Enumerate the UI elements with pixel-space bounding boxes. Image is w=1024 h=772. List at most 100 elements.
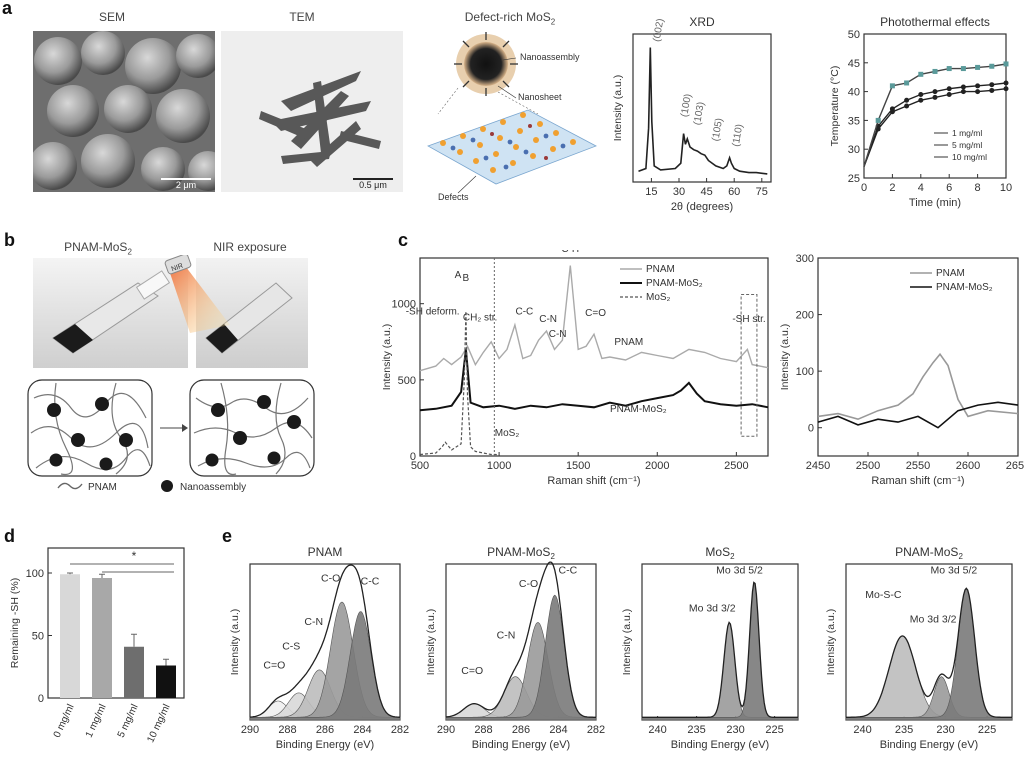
xrd-chart: 15 30 45 60 75 2θ (degrees) Intensity (a.u.) XR… xyxy=(612,15,772,213)
x-tick-label: 235 xyxy=(895,724,913,736)
plot-frame xyxy=(47,547,185,699)
pnam-legend-icon xyxy=(57,482,83,490)
x-tick-label: 225 xyxy=(765,724,783,736)
xps-peak-label: Mo 3d 3/2 xyxy=(689,602,736,614)
xps-peak-label: C-O xyxy=(321,573,340,585)
legend-label: PNAM xyxy=(936,268,965,279)
label-nanosheet: Nanosheet xyxy=(518,92,562,102)
x-tick-label: 240 xyxy=(853,724,871,736)
bar xyxy=(156,665,176,698)
photothermal-point xyxy=(932,94,938,100)
y-tick-label: 500 xyxy=(398,375,416,387)
photothermal-point xyxy=(889,106,895,112)
photothermal-point xyxy=(989,87,995,93)
xps-mos2-chart: 240 235 230 225 Binding Energy (eV) Intensity… xyxy=(621,545,799,751)
chart-title: PNAM xyxy=(308,545,343,559)
bar xyxy=(124,646,144,698)
xps-envelope xyxy=(249,564,400,718)
vial-label-left-sub: 2 xyxy=(127,247,132,257)
photothermal-point xyxy=(918,97,924,103)
vial-photo-left xyxy=(33,258,188,368)
x-tick-label: 290 xyxy=(241,724,259,736)
x-tick-label: 30 xyxy=(673,186,685,198)
x-tick-label: 230 xyxy=(936,724,954,736)
x-tick-label: 500 xyxy=(411,460,429,472)
legend-nanoassembly: Nanoassembly xyxy=(180,482,246,493)
xps-peak-label: C-C xyxy=(361,575,380,587)
x-tick-label: 286 xyxy=(316,724,334,736)
xps-peak-label: Mo-S-C xyxy=(865,589,902,601)
schematic-title-text: Defect-rich MoS xyxy=(464,10,551,24)
raman-annotation: A xyxy=(455,270,462,281)
vial-right-drawing xyxy=(205,282,293,354)
x-axis-label: 2θ (degrees) xyxy=(671,201,733,213)
tem-scalebar: 0.5 μm xyxy=(359,180,387,190)
legend-label: 1 mg/ml xyxy=(952,128,982,138)
mos2-schematic: Nanoassembly Nanosheet Defects xyxy=(427,32,597,202)
raman-series-line xyxy=(419,265,769,372)
chart-title: XRD xyxy=(689,15,715,29)
significance-marker: * xyxy=(132,549,137,563)
raman-annotation: B xyxy=(463,273,470,284)
xrd-peak-label: (110) xyxy=(731,123,746,147)
x-tick-label: 290 xyxy=(437,724,455,736)
arrow-right-icon xyxy=(182,424,188,432)
nanosheet-spikes xyxy=(454,32,518,96)
xrd-peak-label: (002) xyxy=(652,18,667,43)
photothermal-point xyxy=(932,68,938,74)
photothermal-point xyxy=(1003,86,1009,92)
legend-label: PNAM xyxy=(646,264,675,275)
y-tick-label: 200 xyxy=(796,310,814,322)
x-category-label: 10 mg/ml xyxy=(145,703,172,745)
vial-label-left-text: PNAM-MoS xyxy=(64,240,128,254)
x-tick-label: 225 xyxy=(978,724,996,736)
y-axis-label: Temperature (°C) xyxy=(829,66,841,147)
x-tick-label: 284 xyxy=(549,724,567,736)
sem-image: 2 μm xyxy=(33,31,215,192)
y-tick-label: 0 xyxy=(808,423,814,435)
y-tick-label: 100 xyxy=(796,366,814,378)
raman-series-line xyxy=(419,311,500,456)
x-tick-label: 4 xyxy=(918,182,924,194)
sem-scalebar: 2 μm xyxy=(176,180,196,190)
photothermal-point xyxy=(975,64,981,70)
x-tick-label: 288 xyxy=(278,724,296,736)
raman-annotation: C=O xyxy=(585,308,606,319)
y-tick-label: 50 xyxy=(32,631,44,643)
y-tick-label: 0 xyxy=(38,693,44,705)
chart-title: MoS2 xyxy=(705,545,735,561)
photothermal-point xyxy=(946,66,952,72)
raman-annotation: PNAM xyxy=(614,337,643,348)
zoom-region-box xyxy=(740,294,758,437)
y-axis-label: Intensity (a.u.) xyxy=(381,324,393,391)
nir-lamp-icon xyxy=(164,255,192,275)
x-tick-label: 2 xyxy=(889,182,895,194)
raman-annotation: CH₂ str. xyxy=(463,312,497,323)
schematic-title: Defect-rich MoS2 xyxy=(440,10,580,26)
x-axis-label: Binding Energy (eV) xyxy=(671,739,769,751)
y-tick-label: 100 xyxy=(26,568,44,580)
mos2-lattice xyxy=(427,109,597,185)
x-tick-label: 60 xyxy=(728,186,740,198)
x-tick-label: 2500 xyxy=(856,460,880,472)
y-tick-label: 40 xyxy=(848,87,860,99)
tem-image: 0.5 μm xyxy=(221,31,403,192)
sem-title: SEM xyxy=(98,10,125,24)
panel-label-e: e xyxy=(222,526,233,546)
vial-label-left: PNAM-MoS2 xyxy=(48,240,148,256)
legend-label: 10 mg/ml xyxy=(952,152,987,162)
y-tick-label: 0 xyxy=(410,451,416,463)
x-axis-label: Time (min) xyxy=(909,197,961,209)
xps-peak-area xyxy=(845,587,1013,721)
photothermal-point xyxy=(918,71,924,77)
photothermal-point xyxy=(975,83,981,89)
y-tick-label: 45 xyxy=(848,58,860,70)
legend-label: MoS₂ xyxy=(646,292,671,303)
xrd-peak-label: (100) xyxy=(679,93,694,118)
plot-frame xyxy=(863,33,1007,179)
x-tick-label: 240 xyxy=(648,724,666,736)
xps-peak-label: C-C xyxy=(559,564,578,576)
legend-pnam: PNAM xyxy=(88,482,117,493)
